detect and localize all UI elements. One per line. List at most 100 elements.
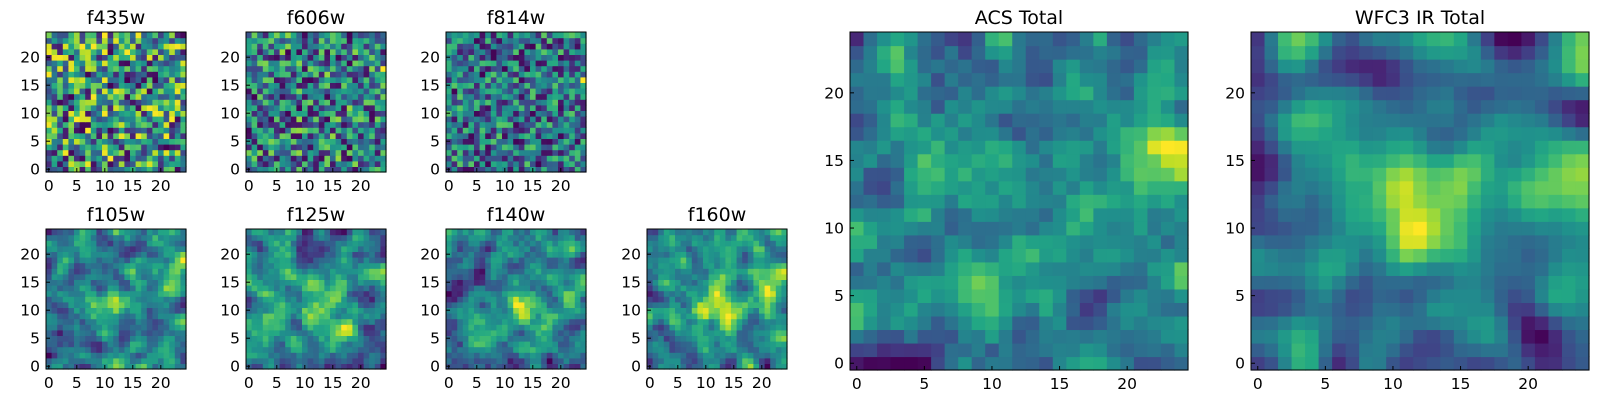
heatmap-cell — [57, 166, 64, 173]
heatmap-cell — [135, 155, 142, 162]
heatmap-cell — [479, 54, 486, 61]
heatmap-cell — [290, 121, 297, 128]
heatmap-cell — [747, 279, 754, 286]
heatmap-cell — [313, 88, 320, 95]
heatmap-cell — [130, 296, 137, 303]
heatmap-cell — [324, 48, 331, 55]
axes-frame — [445, 228, 587, 370]
heatmap-cell — [146, 357, 153, 364]
heatmap-cell — [130, 71, 137, 78]
heatmap-cell — [764, 346, 771, 353]
heatmap-cell — [686, 240, 693, 247]
heatmap-cell — [274, 307, 281, 314]
heatmap-cell — [485, 110, 492, 117]
heatmap-cell — [169, 127, 176, 134]
heatmap-cell — [279, 48, 286, 55]
heatmap-cell — [330, 273, 337, 280]
heatmap-cell — [46, 352, 53, 359]
heatmap-cell — [358, 76, 365, 83]
heatmap-cell — [917, 356, 932, 371]
heatmap-cell — [736, 313, 743, 320]
heatmap-cell — [507, 127, 514, 134]
heatmap-cell — [57, 324, 64, 331]
heatmap-cell — [686, 307, 693, 314]
heatmap-cell — [180, 313, 187, 320]
heatmap-cell — [468, 257, 475, 264]
heatmap-cell — [530, 352, 537, 359]
heatmap-cell — [518, 127, 525, 134]
heatmap-cell — [307, 43, 314, 50]
heatmap-cell — [759, 234, 766, 241]
x-tick-label: 20 — [351, 374, 371, 392]
heatmap-cell — [719, 262, 726, 269]
heatmap-cell — [68, 32, 75, 39]
heatmap-cell — [180, 99, 187, 106]
heatmap-cell — [563, 138, 570, 145]
heatmap-cell — [775, 296, 782, 303]
heatmap-cell — [863, 302, 878, 317]
heatmap-cell — [1133, 329, 1149, 344]
heatmap-cell — [169, 76, 176, 83]
heatmap-cell — [496, 88, 503, 95]
heatmap-cell — [246, 324, 253, 331]
heatmap-cell — [246, 60, 253, 67]
heatmap-cell — [558, 149, 565, 156]
heatmap-cell — [546, 296, 553, 303]
heatmap-cell — [102, 132, 109, 139]
heatmap-cell — [313, 229, 320, 236]
heatmap-cell — [652, 357, 659, 364]
heatmap-cell — [279, 54, 286, 61]
heatmap-cell — [85, 82, 92, 89]
heatmap-cell — [74, 318, 81, 325]
heatmap-cell — [474, 110, 481, 117]
heatmap-cell — [457, 279, 464, 286]
heatmap-cell — [341, 307, 348, 314]
heatmap-cell — [931, 315, 946, 331]
heatmap-cell — [647, 341, 654, 348]
heatmap-cell — [346, 127, 353, 134]
heatmap-cell — [507, 234, 514, 241]
heatmap-cell — [374, 346, 381, 353]
heatmap-cell — [118, 65, 125, 72]
heatmap-cell — [675, 234, 682, 241]
heatmap-cell — [675, 301, 682, 308]
heatmap-cell — [541, 160, 548, 167]
heatmap-cell — [169, 240, 176, 247]
heatmap-cell — [1066, 342, 1081, 358]
x-tick-label: 20 — [752, 374, 772, 392]
heatmap-cell — [268, 116, 275, 123]
heatmap-cell — [352, 357, 359, 364]
heatmap-cell — [124, 285, 131, 292]
heatmap-cell — [513, 88, 520, 95]
heatmap-cell — [62, 88, 69, 95]
heatmap-cell — [124, 268, 131, 275]
heatmap-cell — [85, 251, 92, 258]
heatmap-cell — [330, 240, 337, 247]
heatmap-cell — [113, 60, 120, 67]
heatmap-cell — [563, 60, 570, 67]
heatmap-cell — [558, 48, 565, 55]
heatmap-cell — [496, 48, 503, 55]
heatmap-cell — [569, 279, 576, 286]
heatmap-cell — [307, 346, 314, 353]
axes-frame — [245, 31, 387, 173]
heatmap-cell — [346, 48, 353, 55]
heatmap-cell — [663, 341, 670, 348]
heatmap-cell — [302, 116, 309, 123]
heatmap-cell — [130, 268, 137, 275]
heatmap-cell — [341, 352, 348, 359]
heatmap-cell — [703, 240, 710, 247]
heatmap-cell — [180, 285, 187, 292]
heatmap-cell — [502, 268, 509, 275]
heatmap-cell — [998, 356, 1013, 371]
heatmap-cell — [79, 285, 86, 292]
heatmap-cell — [374, 234, 381, 241]
heatmap-cell — [318, 93, 325, 100]
heatmap-cell — [490, 262, 497, 269]
heatmap-cell — [141, 155, 148, 162]
heatmap-cell — [251, 234, 258, 241]
heatmap-cell — [759, 352, 766, 359]
heatmap-cell — [268, 313, 275, 320]
heatmap-cell — [307, 127, 314, 134]
heatmap-cell — [507, 268, 514, 275]
